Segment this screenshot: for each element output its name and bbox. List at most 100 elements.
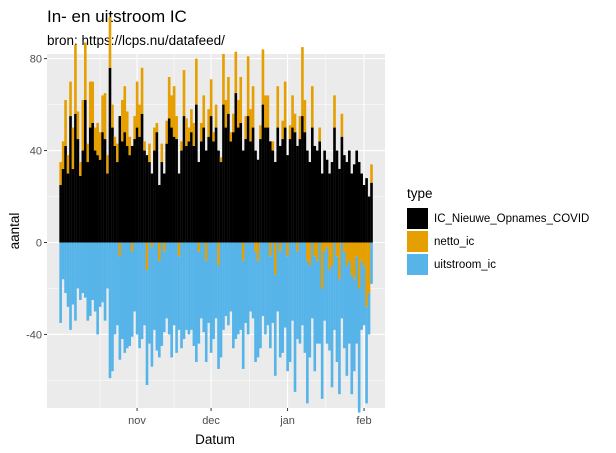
bar-ic-nieuwe-opnames-covid bbox=[236, 127, 240, 243]
bar-netto-ic bbox=[298, 116, 302, 140]
bar-uitstroom-ic bbox=[234, 242, 238, 340]
bar-uitstroom-ic bbox=[64, 242, 67, 294]
bar-uitstroom-ic bbox=[367, 293, 371, 335]
bar-netto-ic bbox=[121, 99, 124, 142]
bar-ic-nieuwe-opnames-covid bbox=[288, 139, 292, 243]
bar-netto-ic bbox=[165, 120, 169, 144]
bar-uitstroom-ic bbox=[148, 242, 151, 344]
bar-uitstroom-ic bbox=[352, 279, 356, 372]
bar-uitstroom-ic bbox=[81, 242, 85, 294]
bar-uitstroom-ic bbox=[259, 242, 262, 349]
bar-ic-nieuwe-opnames-covid bbox=[199, 141, 203, 243]
bar-ic-nieuwe-opnames-covid bbox=[108, 67, 112, 243]
bar-uitstroom-ic bbox=[79, 242, 82, 300]
bar-ic-nieuwe-opnames-covid bbox=[111, 127, 114, 243]
legend-label-opnames: IC_Nieuwe_Opnames_COVID bbox=[434, 212, 590, 225]
bar-ic-nieuwe-opnames-covid bbox=[153, 150, 156, 243]
bar-uitstroom-ic bbox=[138, 242, 141, 349]
bar-netto-ic bbox=[301, 47, 304, 117]
bar-netto-ic bbox=[330, 242, 334, 266]
bar-ic-nieuwe-opnames-covid bbox=[79, 175, 82, 243]
bar-uitstroom-ic bbox=[227, 242, 230, 326]
bar-netto-ic bbox=[293, 113, 297, 133]
bar-ic-nieuwe-opnames-covid bbox=[352, 164, 356, 243]
bar-ic-nieuwe-opnames-covid bbox=[195, 104, 198, 243]
bar-ic-nieuwe-opnames-covid bbox=[214, 127, 218, 243]
bar-ic-nieuwe-opnames-covid bbox=[261, 104, 265, 243]
bar-netto-ic bbox=[199, 122, 203, 142]
bar-uitstroom-ic bbox=[140, 242, 144, 340]
bar-netto-ic bbox=[266, 95, 270, 128]
bar-netto-ic bbox=[71, 127, 75, 169]
bar-ic-nieuwe-opnames-covid bbox=[276, 127, 280, 243]
bar-netto-ic bbox=[61, 141, 65, 169]
legend-label-netto: netto_ic bbox=[434, 235, 475, 248]
bar-netto-ic bbox=[271, 141, 275, 151]
x-tick-label: nov bbox=[128, 415, 146, 427]
bar-ic-nieuwe-opnames-covid bbox=[286, 155, 289, 243]
bars-layer bbox=[59, 17, 373, 413]
bar-ic-nieuwe-opnames-covid bbox=[219, 162, 223, 243]
bar-ic-nieuwe-opnames-covid bbox=[323, 150, 326, 243]
bar-ic-nieuwe-opnames-covid bbox=[320, 173, 324, 243]
bar-netto-ic bbox=[133, 116, 136, 140]
bar-ic-nieuwe-opnames-covid bbox=[155, 132, 159, 243]
bar-ic-nieuwe-opnames-covid bbox=[360, 173, 363, 243]
bar-netto-ic bbox=[222, 54, 225, 105]
bar-uitstroom-ic bbox=[187, 242, 191, 335]
bar-netto-ic bbox=[84, 42, 87, 100]
bar-ic-nieuwe-opnames-covid bbox=[335, 150, 339, 243]
bar-ic-nieuwe-opnames-covid bbox=[365, 178, 368, 243]
bar-netto-ic bbox=[192, 122, 196, 146]
bar-ic-nieuwe-opnames-covid bbox=[234, 93, 238, 243]
bar-ic-nieuwe-opnames-covid bbox=[224, 127, 228, 243]
bar-netto-ic bbox=[140, 67, 144, 114]
bar-uitstroom-ic bbox=[347, 260, 351, 344]
bar-ic-nieuwe-opnames-covid bbox=[217, 150, 220, 243]
bar-netto-ic bbox=[227, 76, 230, 114]
bar-uitstroom-ic bbox=[118, 256, 122, 360]
bar-uitstroom-ic bbox=[241, 260, 245, 369]
bar-netto-ic bbox=[278, 242, 282, 252]
bar-netto-ic bbox=[103, 93, 107, 140]
bar-uitstroom-ic bbox=[246, 242, 250, 335]
bar-netto-ic bbox=[261, 49, 265, 105]
bar-ic-nieuwe-opnames-covid bbox=[123, 132, 127, 243]
bar-uitstroom-ic bbox=[224, 242, 228, 317]
bar-ic-nieuwe-opnames-covid bbox=[315, 150, 319, 243]
bar-uitstroom-ic bbox=[308, 265, 312, 358]
bar-ic-nieuwe-opnames-covid bbox=[182, 116, 186, 243]
bar-netto-ic bbox=[64, 99, 67, 146]
bar-netto-ic bbox=[219, 157, 223, 163]
bar-netto-ic bbox=[276, 86, 280, 128]
x-tick-label: jan bbox=[279, 415, 295, 427]
bar-ic-nieuwe-opnames-covid bbox=[69, 116, 72, 243]
bar-uitstroom-ic bbox=[355, 256, 359, 344]
bar-netto-ic bbox=[239, 76, 243, 123]
bar-ic-nieuwe-opnames-covid bbox=[338, 168, 341, 243]
x-tick-label: feb bbox=[356, 415, 371, 427]
bar-uitstroom-ic bbox=[98, 242, 102, 307]
bar-ic-nieuwe-opnames-covid bbox=[101, 132, 104, 243]
bar-netto-ic bbox=[155, 122, 159, 133]
bar-ic-nieuwe-opnames-covid bbox=[118, 116, 122, 243]
y-tick-label: 40 bbox=[30, 146, 42, 158]
bar-uitstroom-ic bbox=[315, 260, 319, 344]
bar-uitstroom-ic bbox=[91, 242, 95, 300]
bar-netto-ic bbox=[343, 242, 346, 252]
bar-uitstroom-ic bbox=[271, 242, 275, 323]
bar-uitstroom-ic bbox=[125, 242, 129, 349]
bar-ic-nieuwe-opnames-covid bbox=[190, 132, 193, 243]
bar-ic-nieuwe-opnames-covid bbox=[303, 132, 307, 243]
bar-netto-ic bbox=[315, 242, 319, 261]
bar-ic-nieuwe-opnames-covid bbox=[185, 145, 188, 243]
bar-uitstroom-ic bbox=[180, 242, 183, 349]
bar-uitstroom-ic bbox=[278, 251, 282, 358]
bar-ic-nieuwe-opnames-covid bbox=[340, 136, 344, 243]
bar-uitstroom-ic bbox=[128, 242, 132, 346]
bar-ic-nieuwe-opnames-covid bbox=[227, 113, 230, 243]
bar-uitstroom-ic bbox=[103, 242, 107, 321]
bar-netto-ic bbox=[170, 95, 173, 128]
bar-uitstroom-ic bbox=[365, 306, 368, 404]
bar-uitstroom-ic bbox=[185, 242, 188, 330]
